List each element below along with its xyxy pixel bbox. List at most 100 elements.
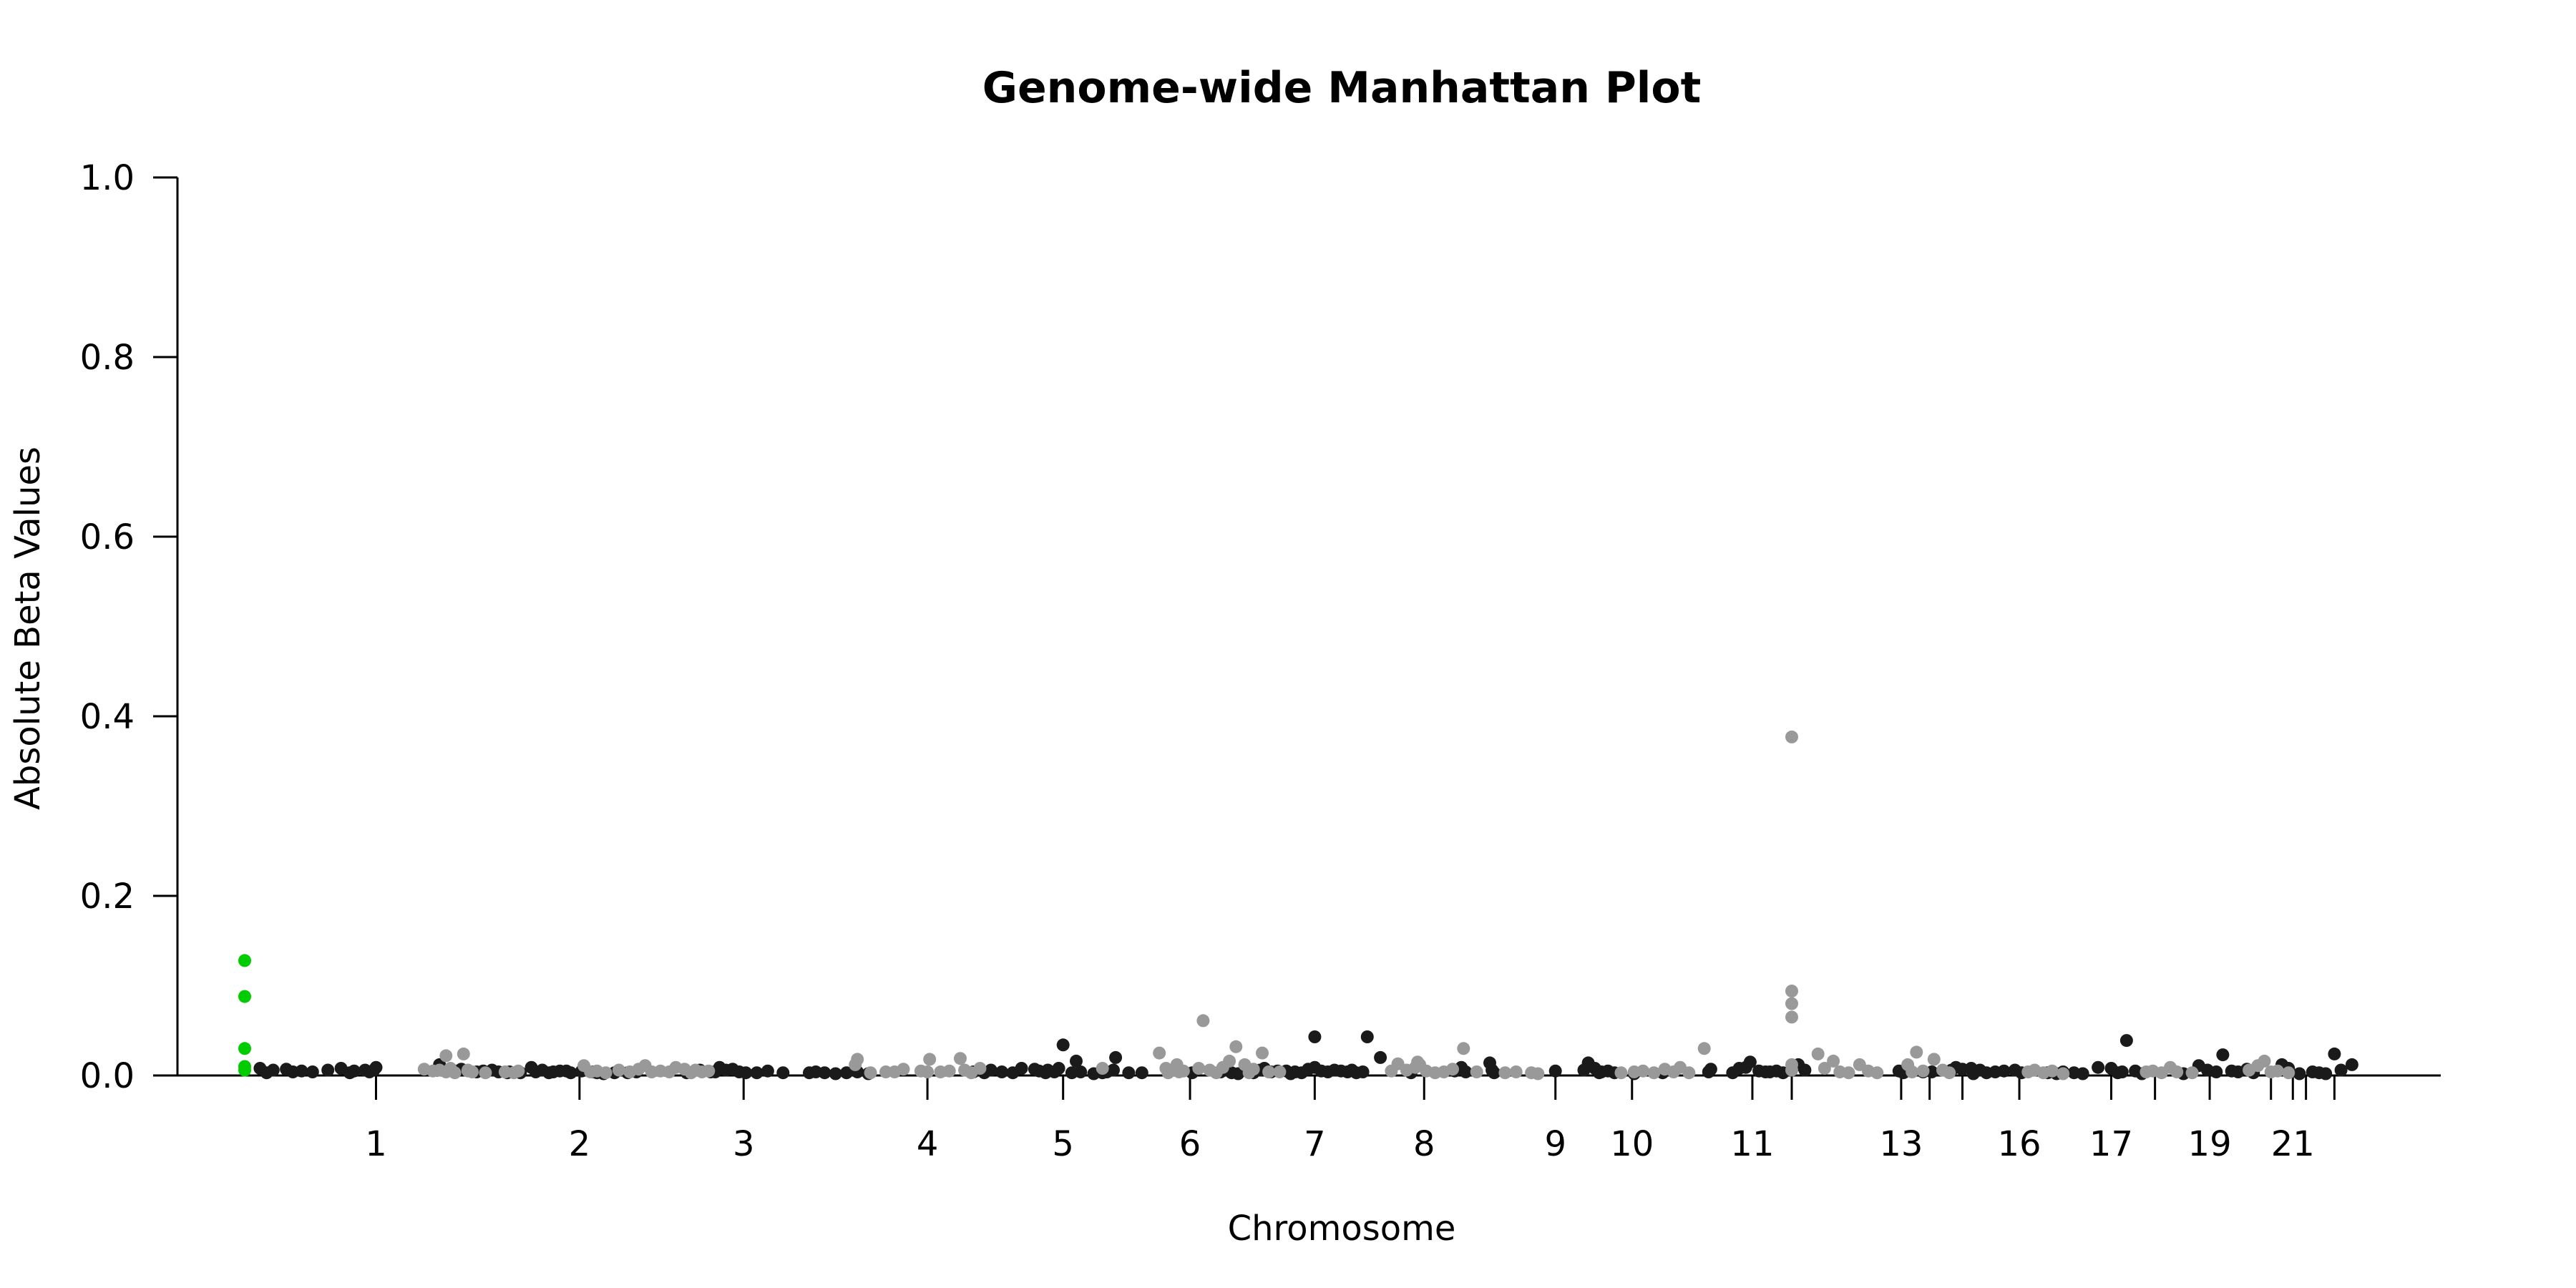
data-point: [1457, 1042, 1470, 1055]
data-point: [343, 1066, 356, 1080]
x-tick-label: 5: [1052, 1124, 1074, 1164]
y-tick-label: 0.2: [80, 877, 135, 917]
data-point: [1273, 1065, 1287, 1078]
data-point: [1785, 1063, 1798, 1077]
data-point: [238, 954, 251, 967]
data-point: [1498, 1066, 1512, 1080]
data-point: [1785, 985, 1798, 997]
data-point: [897, 1063, 910, 1076]
data-point: [512, 1064, 525, 1078]
data-point: [1509, 1065, 1523, 1078]
data-point: [529, 1065, 542, 1078]
data-point: [1109, 1050, 1123, 1064]
x-tick-label: 16: [1997, 1124, 2041, 1164]
data-point: [2119, 1034, 2133, 1048]
data-point: [1070, 1054, 1083, 1068]
data-point: [942, 1064, 956, 1078]
data-point: [2170, 1065, 2184, 1078]
data-point: [829, 1067, 842, 1080]
data-point: [739, 1066, 753, 1080]
x-tick-label: 13: [1879, 1124, 1923, 1164]
x-tick-label: 2: [569, 1124, 591, 1164]
data-point: [1488, 1066, 1501, 1080]
data-point: [2319, 1067, 2333, 1080]
data-points: [238, 730, 2358, 1080]
data-point: [973, 1062, 987, 1075]
data-point: [750, 1066, 763, 1080]
data-point: [2057, 1067, 2070, 1080]
data-point: [2045, 1064, 2059, 1078]
x-tick-label: 10: [1610, 1124, 1654, 1164]
y-tick-label: 1.0: [80, 158, 135, 198]
data-point: [2282, 1066, 2296, 1080]
data-point: [1153, 1046, 1166, 1060]
data-point: [1614, 1066, 1628, 1080]
y-tick-label: 0.6: [80, 517, 135, 557]
data-point: [1229, 1040, 1243, 1053]
data-point: [1192, 1062, 1206, 1075]
data-point: [2328, 1047, 2341, 1060]
data-point: [2334, 1063, 2348, 1077]
data-point: [1647, 1066, 1661, 1080]
data-point: [238, 990, 251, 1003]
data-point: [1759, 1065, 1772, 1078]
data-point: [1906, 1065, 1919, 1078]
data-point: [1726, 1066, 1740, 1080]
data-point: [1065, 1066, 1078, 1080]
y-axis: 0.0 0.2 0.4 0.6 0.8 1.0: [80, 158, 179, 1096]
data-point: [321, 1063, 335, 1077]
data-point: [2092, 1060, 2105, 1074]
data-point: [2345, 1058, 2358, 1071]
data-point: [1107, 1063, 1120, 1077]
data-point: [1682, 1066, 1696, 1080]
y-tick-label: 0.0: [80, 1056, 135, 1096]
x-tick-label: 9: [1544, 1124, 1566, 1164]
data-point: [1172, 1065, 1186, 1078]
x-tick-label: 21: [2271, 1124, 2315, 1164]
data-point: [702, 1064, 716, 1078]
data-point: [864, 1066, 877, 1080]
data-point: [1446, 1063, 1459, 1076]
data-point: [1910, 1045, 1923, 1059]
data-point: [1135, 1066, 1148, 1080]
data-point: [612, 1063, 625, 1077]
x-tick-label: 1: [365, 1124, 387, 1164]
data-point: [984, 1063, 997, 1077]
data-point: [1015, 1062, 1028, 1075]
data-point: [1470, 1065, 1483, 1078]
data-point: [1284, 1067, 1297, 1080]
data-point: [1997, 1064, 2011, 1078]
data-point: [448, 1066, 462, 1080]
data-point: [1702, 1065, 1715, 1078]
x-tick-label: 11: [1730, 1124, 1774, 1164]
data-point: [1262, 1065, 1276, 1078]
data-point: [457, 1047, 470, 1060]
data-point: [2076, 1067, 2089, 1080]
data-point: [1196, 1014, 1210, 1028]
x-tick-label: 4: [917, 1124, 939, 1164]
data-point: [1161, 1066, 1175, 1080]
data-point: [1916, 1064, 1930, 1078]
x-tick-label: 6: [1179, 1124, 1201, 1164]
y-tick-label: 0.8: [80, 338, 135, 378]
data-point: [1798, 1063, 1812, 1077]
data-point: [1345, 1063, 1359, 1077]
data-point: [439, 1049, 453, 1063]
x-tick-label: 17: [2089, 1124, 2133, 1164]
data-point: [995, 1065, 1009, 1078]
data-point: [306, 1065, 319, 1078]
data-point: [1966, 1067, 1980, 1080]
x-axis-label: Chromosome: [1228, 1209, 1456, 1249]
data-point: [921, 1065, 935, 1078]
x-tick-label: 19: [2188, 1124, 2232, 1164]
data-point: [1697, 1042, 1711, 1055]
data-point: [1360, 1030, 1374, 1043]
data-point: [1256, 1046, 1269, 1060]
data-point: [849, 1058, 862, 1071]
data-point: [1411, 1055, 1425, 1069]
data-point: [1242, 1066, 1256, 1080]
data-point: [1592, 1066, 1606, 1080]
data-point: [1531, 1067, 1545, 1080]
data-point: [1827, 1054, 1840, 1068]
data-point: [286, 1065, 300, 1078]
